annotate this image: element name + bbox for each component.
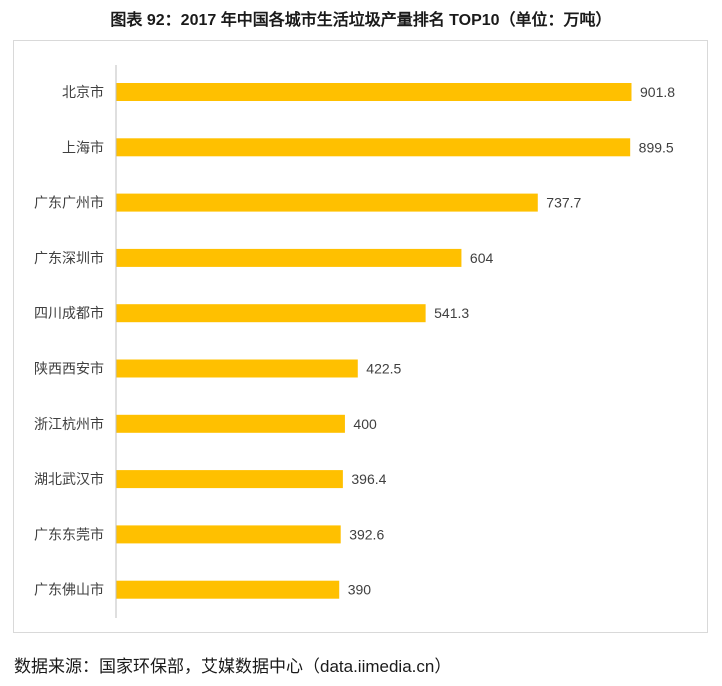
category-label: 广东广州市 (34, 195, 104, 211)
bar (116, 470, 343, 489)
bar (116, 193, 538, 212)
bar (116, 414, 345, 433)
data-label: 901.8 (640, 84, 675, 100)
data-label: 400 (353, 416, 377, 432)
data-label: 541.3 (434, 305, 469, 321)
bar (116, 525, 341, 544)
data-label: 604 (470, 250, 494, 266)
category-label: 陕西西安市 (34, 361, 104, 377)
category-label: 四川成都市 (34, 305, 104, 321)
bar (116, 359, 358, 378)
bar (116, 248, 462, 267)
data-label: 396.4 (351, 471, 386, 487)
data-label: 737.7 (546, 195, 581, 211)
category-label: 广东东莞市 (34, 526, 104, 542)
category-label: 上海市 (62, 139, 104, 155)
data-label: 422.5 (366, 361, 401, 377)
category-label: 广东深圳市 (34, 250, 104, 266)
data-label: 392.6 (349, 526, 384, 542)
bar (116, 138, 631, 157)
category-label: 湖北武汉市 (34, 471, 104, 487)
category-label: 浙江杭州市 (34, 416, 104, 432)
category-label: 北京市 (62, 84, 104, 100)
data-label: 899.5 (639, 139, 674, 155)
figure-title: 图表 92：2017 年中国各城市生活垃圾产量排名 TOP10（单位：万吨） (110, 12, 612, 29)
source-note: 数据来源：国家环保部，艾媒数据中心（data.iimedia.cn） (14, 657, 452, 676)
category-label: 广东佛山市 (34, 582, 104, 598)
bar (116, 83, 632, 101)
bar (116, 580, 340, 599)
data-label: 390 (348, 582, 372, 598)
bar-chart: 北京市 901.8 上海市 899.5 广东广州市 737.7 广东深圳市 604 四川成都市 5… (34, 65, 675, 618)
bar (116, 304, 426, 323)
